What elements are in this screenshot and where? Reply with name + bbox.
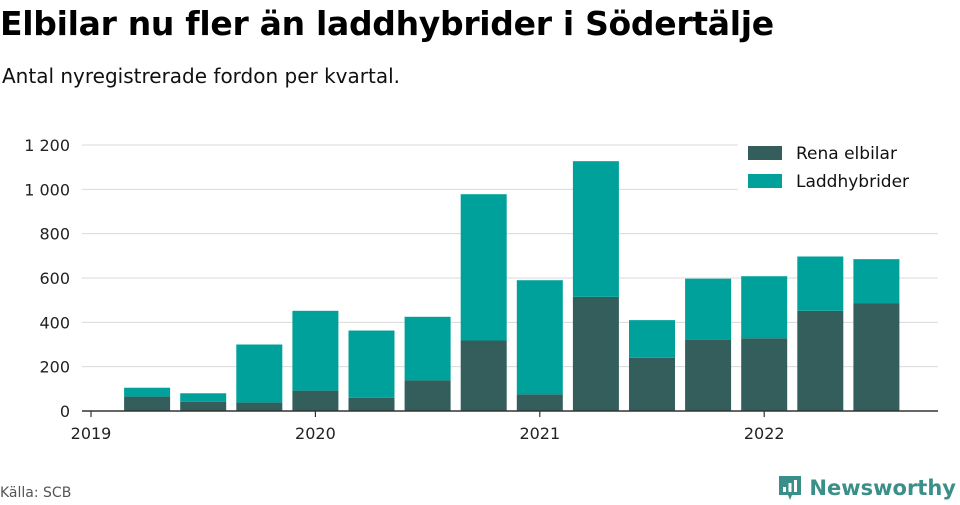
x-tick-label: 2022 [744, 424, 785, 443]
bar-rena-elbilar [572, 296, 619, 411]
bar-laddhybrider [292, 310, 339, 391]
bar-rena-elbilar [180, 401, 227, 411]
legend-swatch-rena-elbilar [748, 146, 782, 160]
bars [124, 161, 900, 411]
bar-laddhybrider [797, 256, 844, 311]
bar-laddhybrider [685, 278, 732, 340]
source-note: Källa: SCB [0, 485, 72, 501]
y-tick-label: 600 [39, 269, 70, 288]
x-axis: 2019 2020 2021 2022 [71, 410, 938, 443]
chart-title: Elbilar nu fler än laddhybrider i Södert… [0, 4, 774, 43]
bar-rena-elbilar [516, 394, 563, 411]
bar-rena-elbilar [460, 340, 507, 411]
bar-rena-elbilar [853, 303, 900, 411]
bar-laddhybrider [460, 194, 507, 341]
y-tick-label: 1 200 [24, 136, 70, 155]
bar-rena-elbilar [685, 339, 732, 411]
bar-rena-elbilar [404, 380, 451, 411]
bar-rena-elbilar [236, 402, 283, 411]
bar-laddhybrider [236, 344, 283, 403]
x-tick-label: 2021 [519, 424, 560, 443]
bar-laddhybrider [741, 276, 788, 339]
bar-rena-elbilar [797, 310, 844, 411]
y-tick-label: 400 [39, 313, 70, 332]
bar-laddhybrider [180, 393, 227, 402]
legend: Rena elbilar Laddhybrider [738, 133, 938, 198]
brand-name: Newsworthy [809, 476, 956, 500]
legend-label: Rena elbilar [796, 144, 897, 164]
bar-laddhybrider [572, 161, 619, 297]
legend-label: Laddhybrider [796, 172, 909, 192]
bar-laddhybrider [629, 320, 675, 358]
bar-rena-elbilar [124, 396, 171, 411]
bar-laddhybrider [124, 387, 171, 397]
y-tick-label: 0 [60, 402, 70, 421]
bar-rena-elbilar [292, 390, 339, 411]
x-tick-label: 2020 [295, 424, 336, 443]
y-tick-label: 1 000 [24, 180, 70, 199]
y-tick-label: 200 [39, 358, 70, 377]
newsworthy-logo-icon [779, 476, 802, 500]
bar-laddhybrider [348, 330, 395, 398]
bar-rena-elbilar [629, 357, 675, 411]
bar-rena-elbilar [741, 338, 788, 411]
legend-swatch-laddhybrider [748, 174, 782, 188]
bar-rena-elbilar [348, 397, 395, 411]
y-axis-ticks: 0 200 400 600 800 1 000 1 200 [24, 136, 70, 421]
bar-laddhybrider [853, 259, 900, 304]
bar-laddhybrider [516, 280, 563, 395]
chart-subtitle: Antal nyregistrerade fordon per kvartal. [2, 64, 401, 88]
brand-logo[interactable]: Newsworthy [777, 474, 956, 502]
y-tick-label: 800 [39, 225, 70, 244]
x-tick-label: 2019 [71, 424, 112, 443]
bar-laddhybrider [404, 316, 451, 381]
